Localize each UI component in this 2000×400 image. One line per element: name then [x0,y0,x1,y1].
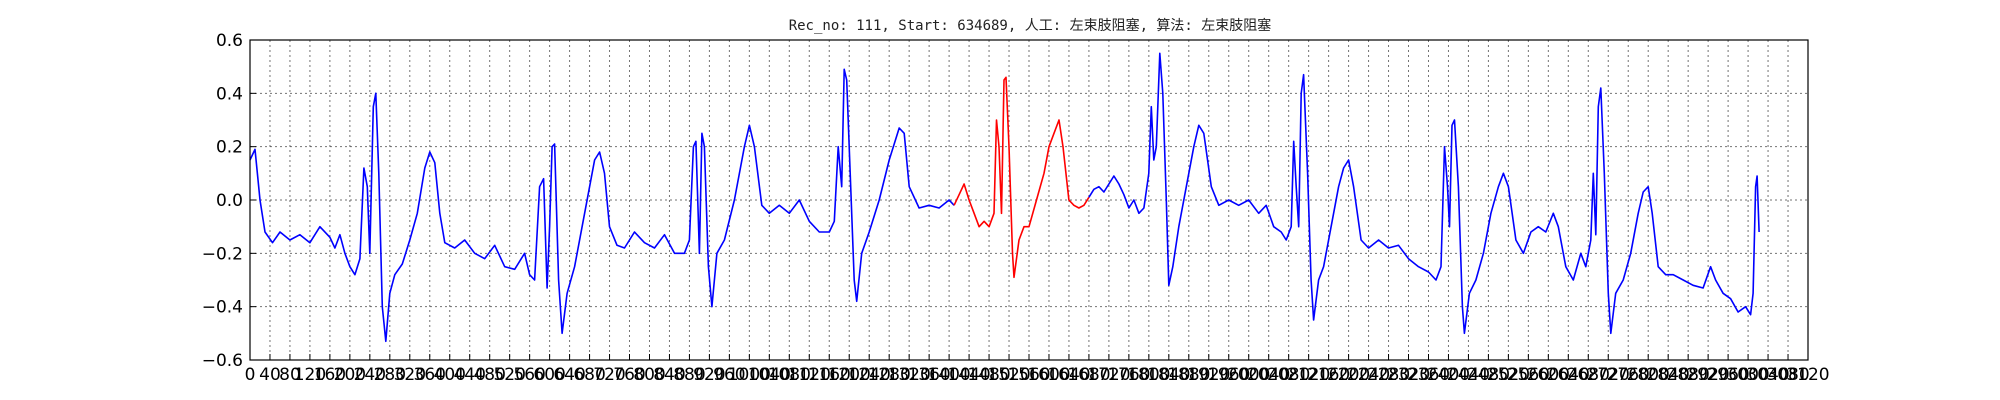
x-tick-label: 640 [553,365,585,385]
x-tick-label: 2880 [1667,365,1710,385]
x-tick-label: 960 [713,365,745,385]
x-tick-label: 3000 [1726,365,1769,385]
x-tick-label: 1160 [808,365,851,385]
x-tick-label: 3080 [1766,365,1809,385]
x-tick-label: 2320 [1387,365,1430,385]
x-tick-label: 2280 [1367,365,1410,385]
x-tick-label: 1920 [1187,365,1230,385]
y-tick-label: 0.6 [216,31,243,51]
x-tick-label: 0 [245,365,256,385]
x-tick-label: 2000 [1227,365,1270,385]
y-tick-label: −0.2 [202,244,243,264]
x-tick-label: 920 [693,365,725,385]
x-tick-label: 80 [279,365,301,385]
x-tick-label: 520 [493,365,525,385]
series-layer [249,52,1760,343]
x-tick-label: 2440 [1447,365,1490,385]
x-tick-label: 1000 [728,365,771,385]
x-tick-label: 2400 [1427,365,1470,385]
x-tick-label: 2240 [1347,365,1390,385]
x-tick-label: 480 [473,365,505,385]
chart-title: Rec_no: 111, Start: 634689, 人工: 左束肢阻塞, 算… [789,17,1272,34]
x-tick-label: 120 [294,365,326,385]
x-tick-label: 3040 [1746,365,1789,385]
x-tick-label: 320 [394,365,426,385]
x-tick-label: 1480 [967,365,1010,385]
x-tick-label: 600 [533,365,565,385]
y-tick-label: 0.4 [216,84,243,104]
x-tick-label: 1080 [768,365,811,385]
ecg-series-line-0 [249,68,955,343]
x-tick-label: 2680 [1567,365,1610,385]
x-tick-label: 1720 [1087,365,1130,385]
x-tick-label: 1280 [868,365,911,385]
x-tick-label: 200 [334,365,366,385]
x-tick-label: 1960 [1207,365,1250,385]
x-tick-label: 1120 [788,365,831,385]
grid-lines [250,40,1808,360]
x-tick-label: 680 [573,365,605,385]
x-tick-label: 240 [354,365,386,385]
x-tick-label: 1560 [1007,365,1050,385]
x-tick-label: 2720 [1587,365,1630,385]
ecg-series-line-2 [1088,52,1760,335]
x-tick-label: 40 [259,365,281,385]
x-tick-label: 1200 [828,365,871,385]
y-tick-label: 0.0 [216,191,243,211]
x-tick-label: 760 [613,365,645,385]
x-tick-label: 1520 [987,365,1030,385]
x-tick-label: 2640 [1547,365,1590,385]
y-tick-label: −0.6 [202,351,243,371]
x-tick-label: 1880 [1167,365,1210,385]
x-tick-label: 1400 [927,365,970,385]
x-tick-label: 720 [593,365,625,385]
x-tick-label: 1840 [1147,365,1190,385]
x-tick-label: 560 [513,365,545,385]
x-tick-label: 1320 [888,365,931,385]
x-tick-label: 2160 [1307,365,1350,385]
x-tick-label: 2040 [1247,365,1290,385]
x-tick-label: 1360 [907,365,950,385]
x-tick-label: 160 [314,365,346,385]
x-tick-label: 3120 [1786,365,1829,385]
y-axis-ticks: −0.6 −0.4 −0.2 0.0 0.2 0.4 0.6 [202,31,256,371]
x-tick-label: 2560 [1507,365,1550,385]
x-tick-label: 1440 [947,365,990,385]
x-tick-label: 1040 [748,365,791,385]
x-tick-label: 2480 [1467,365,1510,385]
x-tick-label: 800 [633,365,665,385]
x-tick-label: 2520 [1487,365,1530,385]
x-tick-label: 1680 [1067,365,1110,385]
x-tick-label: 2360 [1407,365,1450,385]
y-tick-label: 0.2 [216,138,243,158]
x-tick-label: 2080 [1267,365,1310,385]
x-tick-label: 400 [434,365,466,385]
x-axis-ticks: 0 408012016020024028032036040044048052056… [245,354,1830,385]
x-tick-label: 360 [414,365,446,385]
x-tick-label: 2600 [1527,365,1570,385]
x-tick-label: 1760 [1107,365,1150,385]
x-tick-label: 2840 [1647,365,1690,385]
y-tick-label: −0.4 [202,298,243,318]
x-tick-label: 2800 [1627,365,1670,385]
x-tick-label: 1640 [1047,365,1090,385]
x-tick-label: 840 [653,365,685,385]
x-tick-label: 2960 [1706,365,1749,385]
x-tick-label: 2760 [1607,365,1650,385]
x-tick-label: 440 [453,365,485,385]
x-tick-label: 1240 [848,365,891,385]
x-tick-label: 2920 [1686,365,1729,385]
x-tick-label: 2120 [1287,365,1330,385]
x-tick-label: 1600 [1027,365,1070,385]
x-tick-label: 880 [673,365,705,385]
x-tick-label: 2200 [1327,365,1370,385]
x-tick-label: 280 [374,365,406,385]
x-tick-label: 1800 [1127,365,1170,385]
ecg-series-line-1 [953,76,1090,279]
